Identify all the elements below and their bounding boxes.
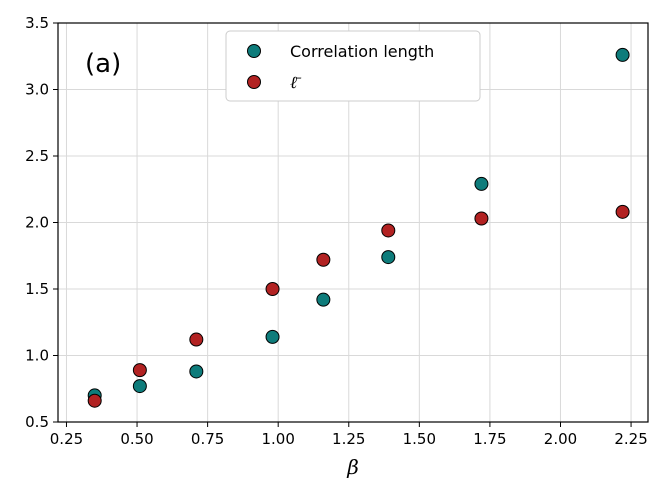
legend: Correlation length ℓ̄ [225, 30, 481, 102]
legend-box [225, 30, 481, 102]
x-tick-label: 1.00 [261, 430, 294, 448]
data-point-correlation-length [189, 364, 204, 379]
legend-label-correlation-length: Correlation length [290, 42, 434, 61]
x-tick-label: 0.25 [50, 430, 83, 448]
data-point-l-bar [615, 204, 630, 219]
data-point-l-bar [381, 223, 396, 238]
y-tick-label: 2.0 [25, 214, 49, 232]
y-tick-label: 0.5 [25, 413, 49, 431]
data-point-l-bar [474, 211, 489, 226]
data-point-l-bar [265, 282, 280, 296]
data-point-correlation-length [381, 250, 396, 265]
x-tick-label: 1.50 [403, 430, 436, 448]
y-tick-label: 2.5 [25, 147, 49, 165]
data-points [87, 47, 630, 408]
data-point-correlation-length [474, 176, 489, 191]
data-point-l-bar [87, 393, 102, 408]
data-point-l-bar [316, 252, 331, 267]
y-tick-label: 3.5 [25, 14, 49, 32]
x-tick-label: 2.00 [544, 430, 577, 448]
x-tick-label: 2.25 [614, 430, 647, 448]
data-point-correlation-length [615, 47, 630, 62]
y-tick-label: 3.0 [25, 81, 49, 99]
x-tick-label: 0.75 [191, 430, 224, 448]
data-point-l-bar [132, 363, 147, 378]
data-point-correlation-length [316, 292, 331, 307]
legend-marker-correlation-length [247, 44, 261, 58]
legend-marker-l-bar [247, 75, 261, 89]
axis-ticks: 0.25 0.50 0.75 1.00 1.25 1.50 1.75 2.00 2.25 0.5 1… [25, 14, 648, 448]
x-tick-label: 0.50 [120, 430, 153, 448]
x-tick-label: 1.75 [473, 430, 506, 448]
data-point-correlation-length [132, 379, 147, 394]
x-tick-label: 1.25 [332, 430, 365, 448]
panel-label: (a) [85, 49, 121, 79]
y-tick-label: 1.5 [25, 280, 49, 298]
x-axis-title: β [346, 455, 359, 479]
data-point-l-bar [189, 332, 204, 347]
data-point-correlation-length [265, 329, 280, 344]
y-tick-label: 1.0 [25, 347, 49, 365]
